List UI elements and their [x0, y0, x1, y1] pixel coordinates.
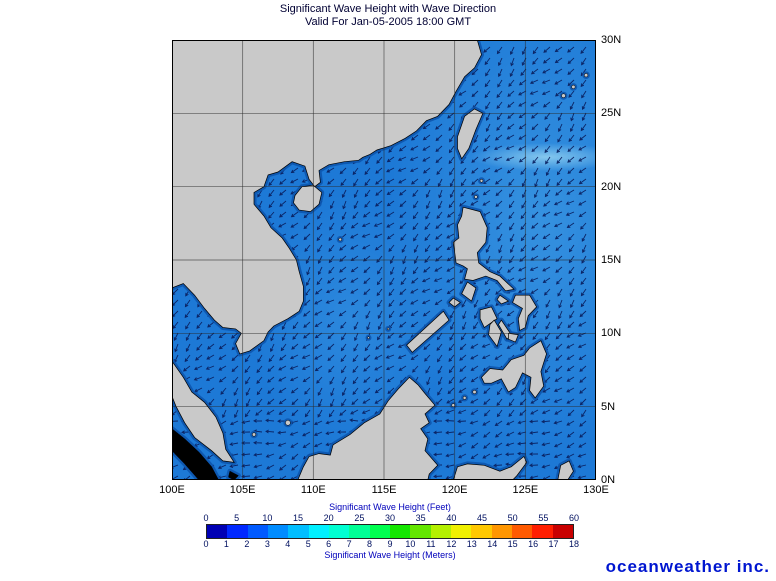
wave-height-map	[172, 40, 596, 480]
oceanweather-logo: oceanweather inc.	[605, 557, 770, 576]
meters-tick-13: 13	[466, 539, 477, 549]
wave-band-patch	[471, 143, 596, 171]
scale-segment-5	[308, 525, 329, 538]
meters-tick-5: 5	[305, 539, 311, 549]
feet-tick-15: 15	[292, 513, 304, 523]
meters-tick-8: 8	[367, 539, 373, 549]
south-china-sea-patch	[249, 194, 449, 444]
feet-tick-35: 35	[415, 513, 426, 523]
lat-label-30N: 30N	[601, 34, 622, 46]
meters-tick-9: 9	[387, 539, 393, 549]
lon-label-115E: 115E	[371, 484, 397, 496]
scale-segment-16	[532, 525, 553, 538]
meters-tick-6: 6	[326, 539, 332, 549]
chart-titles: Significant Wave Height with Wave Direct…	[0, 3, 776, 29]
meters-tick-10: 10	[405, 539, 416, 549]
lat-label-5N: 5N	[601, 400, 616, 413]
meters-tick-14: 14	[487, 539, 498, 549]
meters-tick-1: 1	[223, 539, 229, 549]
lat-label-0N: 0N	[601, 474, 616, 486]
scale-segment-1	[227, 525, 248, 538]
color-scale-bar	[206, 524, 574, 539]
feet-tick-5: 5	[234, 513, 240, 523]
lon-label-100E: 100E	[159, 484, 185, 496]
scale-segment-9	[389, 525, 411, 538]
meters-tick-16: 16	[528, 539, 539, 549]
lon-label-130E: 130E	[583, 484, 609, 496]
feet-tick-55: 55	[538, 513, 549, 523]
scale-segment-7	[349, 525, 370, 538]
feet-tick-45: 45	[476, 513, 488, 523]
scale-segment-8	[369, 525, 390, 538]
scale-segment-3	[267, 525, 289, 538]
meters-tick-3: 3	[264, 539, 270, 549]
lon-label-110E: 110E	[300, 484, 326, 496]
map-container	[172, 40, 596, 480]
scale-segment-14	[491, 525, 512, 538]
meters-tick-18: 18	[568, 539, 580, 549]
meters-tick-0: 0	[203, 539, 209, 549]
feet-tick-30: 30	[384, 513, 396, 523]
lat-label-15N: 15N	[601, 254, 622, 266]
scale-segment-10	[410, 525, 431, 538]
meters-tick-17: 17	[548, 539, 559, 549]
scale-segment-13	[471, 525, 492, 538]
scale-segment-11	[430, 525, 451, 538]
feet-tick-25: 25	[354, 513, 365, 523]
scale-segment-6	[328, 525, 350, 538]
legend-meters-title: Significant Wave Height (Meters)	[324, 550, 456, 560]
valid-time: Valid For Jan-05-2005 18:00 GMT	[304, 16, 472, 28]
feet-tick-60: 60	[568, 513, 580, 523]
scale-segment-12	[450, 525, 472, 538]
feet-tick-10: 10	[262, 513, 273, 523]
meters-tick-7: 7	[346, 539, 352, 549]
graticule-grid	[172, 40, 596, 480]
feet-tick-0: 0	[203, 513, 209, 523]
feet-tick-row: 0 5 10 15 20 25 30 35 40 45 50 55 60	[203, 513, 579, 524]
scale-segment-17	[552, 525, 573, 538]
lon-label-120E: 120E	[441, 484, 468, 496]
legend-feet-title: Significant Wave Height (Feet)	[329, 502, 451, 512]
lat-label-10N: 10N	[601, 327, 622, 340]
scale-segment-4	[288, 525, 309, 538]
lat-label-20N: 20N	[601, 180, 622, 193]
meters-tick-row: 0 1 2 3 4 5 6 7 8 9 10 11 12 13 14 15 16 17 18	[203, 539, 579, 550]
scale-segment-0	[207, 525, 228, 538]
feet-tick-20: 20	[323, 513, 334, 523]
meters-tick-11: 11	[426, 539, 436, 549]
feet-tick-40: 40	[446, 513, 457, 523]
scale-segment-15	[511, 525, 533, 538]
map-frame	[172, 40, 596, 480]
land-masses	[172, 40, 589, 480]
scale-segment-2	[247, 525, 268, 538]
meters-tick-4: 4	[285, 539, 291, 549]
meters-tick-12: 12	[446, 539, 457, 549]
feet-tick-50: 50	[507, 513, 518, 523]
lat-label-25N: 25N	[601, 107, 622, 120]
map-title: Significant Wave Height with Wave Direct…	[279, 3, 497, 15]
lon-label-125E: 125E	[512, 484, 539, 496]
color-scale-legend: Significant Wave Height (Feet) 0 5 10 15 20 2…	[203, 502, 579, 561]
meters-tick-2: 2	[244, 539, 250, 549]
meters-tick-15: 15	[507, 539, 518, 549]
lon-label-105E: 105E	[229, 484, 256, 496]
